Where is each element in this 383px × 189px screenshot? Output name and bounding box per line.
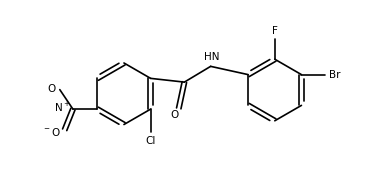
Text: F: F — [272, 26, 278, 36]
Text: Cl: Cl — [146, 136, 156, 146]
Text: O: O — [47, 84, 55, 94]
Text: N$^+$: N$^+$ — [54, 101, 71, 114]
Text: $^-$O: $^-$O — [42, 126, 61, 138]
Text: Br: Br — [329, 70, 341, 80]
Text: O: O — [170, 110, 178, 120]
Text: HN: HN — [204, 52, 219, 62]
